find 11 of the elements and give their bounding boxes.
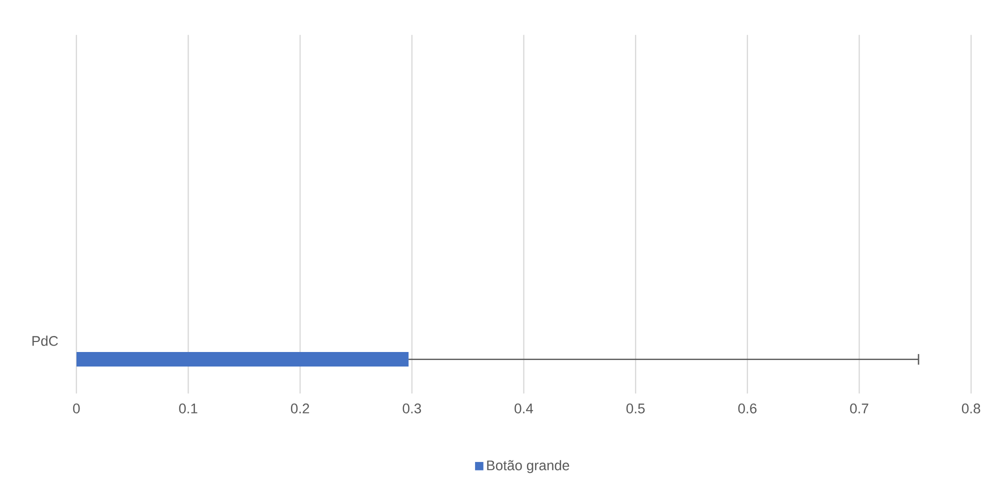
x-tick-label: 0.7 [850, 403, 868, 414]
x-tick-label: 0.6 [738, 403, 757, 414]
x-tick-label: 0 [73, 403, 80, 414]
x-tick-label: 0.8 [962, 403, 980, 414]
x-tick-label: 0.3 [402, 403, 422, 414]
x-tick-label: 0.4 [514, 403, 534, 414]
x-tick-label: 0.2 [290, 403, 310, 414]
y-tick-label: PdC [32, 335, 58, 346]
x-tick-label: 0.5 [626, 403, 645, 414]
x-tick-label: 0.1 [179, 403, 198, 414]
legend-label: Botão grande [487, 460, 570, 473]
